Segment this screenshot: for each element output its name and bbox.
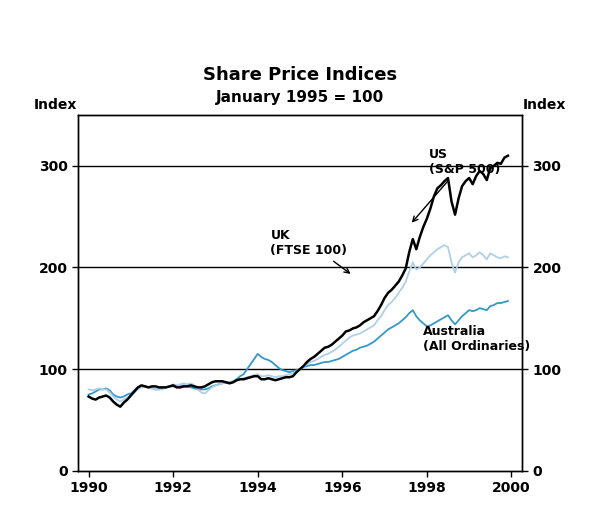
Text: January 1995 = 100: January 1995 = 100 [216, 89, 384, 105]
Text: Index: Index [523, 97, 566, 111]
Text: Share Price Indices: Share Price Indices [203, 66, 397, 84]
Text: US
(S&P 500): US (S&P 500) [413, 147, 500, 222]
Text: Index: Index [34, 97, 77, 111]
Text: UK
(FTSE 100): UK (FTSE 100) [271, 229, 349, 273]
Text: Australia
(All Ordinaries): Australia (All Ordinaries) [422, 325, 530, 354]
